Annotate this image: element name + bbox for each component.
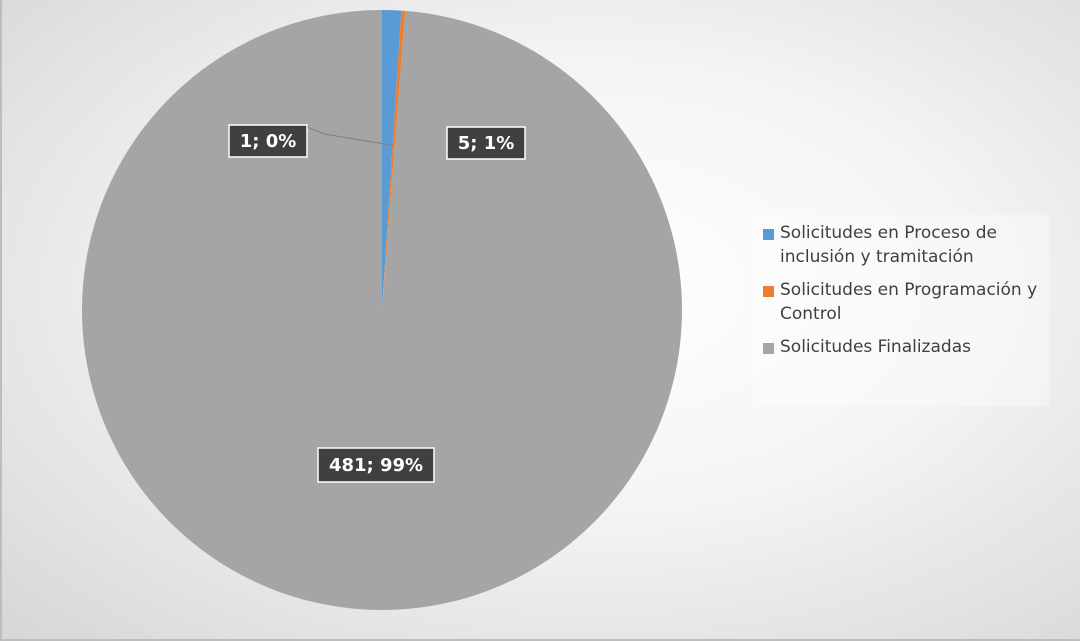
legend-label-programacion: Solicitudes en Programación y Control [780, 280, 1038, 324]
data-label-en-proceso: 5; 1% [446, 126, 526, 160]
data-label-box-finalizadas [317, 447, 435, 483]
data-label-box-en-proceso [446, 126, 526, 160]
legend-swatch-en-proceso [763, 229, 774, 240]
leader-line-programacion [306, 126, 394, 146]
data-label-text-finalizadas: 481; 99% [329, 455, 423, 476]
legend: Solicitudes en Proceso de inclusión y tr… [753, 215, 1049, 406]
legend-item-finalizadas: Solicitudes Finalizadas [763, 335, 1049, 359]
legend-item-programacion: Solicitudes en Programación y Control [763, 278, 1049, 326]
legend-label-en-proceso: Solicitudes en Proceso de inclusión y tr… [780, 223, 997, 267]
pie-slice-en-proceso [382, 10, 402, 310]
legend-label-finalizadas: Solicitudes Finalizadas [780, 337, 971, 357]
data-label-text-programacion: 1; 0% [240, 131, 297, 152]
legend-swatch-finalizadas [763, 343, 774, 354]
data-label-box-programacion [228, 124, 308, 158]
data-label-text-en-proceso: 5; 1% [458, 133, 515, 154]
data-label-finalizadas: 481; 99% [317, 447, 435, 483]
legend-item-en-proceso: Solicitudes en Proceso de inclusión y tr… [763, 221, 1049, 269]
data-label-programacion: 1; 0% [228, 124, 308, 158]
legend-swatch-programacion [763, 286, 774, 297]
pie-slice-finalizadas [82, 10, 682, 610]
pie-slice-programacion [382, 10, 406, 311]
